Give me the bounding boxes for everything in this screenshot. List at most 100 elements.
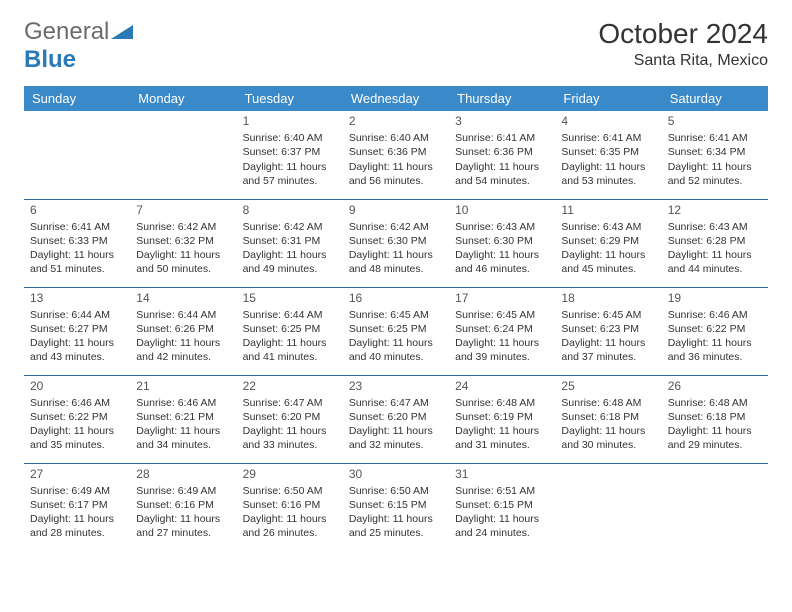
logo: General Blue (24, 18, 133, 74)
weekday-header: Sunday (24, 86, 130, 111)
day-number: 27 (30, 466, 124, 482)
day-info: Sunrise: 6:48 AMSunset: 6:19 PMDaylight:… (455, 396, 549, 453)
day-number: 25 (561, 378, 655, 394)
day-info: Sunrise: 6:47 AMSunset: 6:20 PMDaylight:… (349, 396, 443, 453)
calendar-day-cell: 30 Sunrise: 6:50 AMSunset: 6:15 PMDayligh… (343, 463, 449, 551)
weekday-header: Monday (130, 86, 236, 111)
day-number: 23 (349, 378, 443, 394)
day-info: Sunrise: 6:46 AMSunset: 6:21 PMDaylight:… (136, 396, 230, 453)
day-number: 31 (455, 466, 549, 482)
day-number: 28 (136, 466, 230, 482)
day-info: Sunrise: 6:40 AMSunset: 6:37 PMDaylight:… (243, 131, 337, 188)
calendar-empty-cell (130, 111, 236, 199)
weekday-header: Friday (555, 86, 661, 111)
title-block: October 2024 Santa Rita, Mexico (598, 18, 768, 70)
day-number: 17 (455, 290, 549, 306)
calendar-table: SundayMondayTuesdayWednesdayThursdayFrid… (24, 86, 768, 551)
calendar-day-cell: 6 Sunrise: 6:41 AMSunset: 6:33 PMDaylight… (24, 199, 130, 287)
day-info: Sunrise: 6:50 AMSunset: 6:15 PMDaylight:… (349, 484, 443, 541)
day-info: Sunrise: 6:49 AMSunset: 6:16 PMDaylight:… (136, 484, 230, 541)
logo-text-blue: Blue (24, 46, 76, 73)
calendar-day-cell: 9 Sunrise: 6:42 AMSunset: 6:30 PMDaylight… (343, 199, 449, 287)
calendar-day-cell: 7Sunrise: 6:42 AMSunset: 6:32 PMDaylight… (130, 199, 236, 287)
day-info: Sunrise: 6:43 AMSunset: 6:29 PMDaylight:… (561, 220, 655, 277)
day-number: 12 (668, 202, 762, 218)
calendar-day-cell: 11 Sunrise: 6:43 AMSunset: 6:29 PMDayligh… (555, 199, 661, 287)
day-number: 20 (30, 378, 124, 394)
day-info: Sunrise: 6:45 AMSunset: 6:24 PMDaylight:… (455, 308, 549, 365)
day-number: 4 (561, 113, 655, 129)
day-number: 1 (243, 113, 337, 129)
day-number: 22 (243, 378, 337, 394)
calendar-week-row: 1 Sunrise: 6:40 AMSunset: 6:37 PMDaylight… (24, 111, 768, 199)
day-info: Sunrise: 6:45 AMSunset: 6:25 PMDaylight:… (349, 308, 443, 365)
calendar-day-cell: 20Sunrise: 6:46 AMSunset: 6:22 PMDayligh… (24, 375, 130, 463)
calendar-day-cell: 18 Sunrise: 6:45 AMSunset: 6:23 PMDayligh… (555, 287, 661, 375)
weekday-header: Wednesday (343, 86, 449, 111)
day-number: 26 (668, 378, 762, 394)
calendar-day-cell: 3 Sunrise: 6:41 AMSunset: 6:36 PMDaylight… (449, 111, 555, 199)
day-info: Sunrise: 6:40 AMSunset: 6:36 PMDaylight:… (349, 131, 443, 188)
calendar-day-cell: 13 Sunrise: 6:44 AMSunset: 6:27 PMDayligh… (24, 287, 130, 375)
day-number: 15 (243, 290, 337, 306)
calendar-day-cell: 5Sunrise: 6:41 AMSunset: 6:34 PMDaylight… (662, 111, 768, 199)
day-info: Sunrise: 6:41 AMSunset: 6:33 PMDaylight:… (30, 220, 124, 277)
calendar-day-cell: 29 Sunrise: 6:50 AMSunset: 6:16 PMDayligh… (237, 463, 343, 551)
calendar-day-cell: 2 Sunrise: 6:40 AMSunset: 6:36 PMDaylight… (343, 111, 449, 199)
calendar-day-cell: 16 Sunrise: 6:45 AMSunset: 6:25 PMDayligh… (343, 287, 449, 375)
month-title: October 2024 (598, 18, 768, 50)
calendar-day-cell: 19Sunrise: 6:46 AMSunset: 6:22 PMDayligh… (662, 287, 768, 375)
calendar-day-cell: 31Sunrise: 6:51 AMSunset: 6:15 PMDayligh… (449, 463, 555, 551)
day-number: 19 (668, 290, 762, 306)
day-info: Sunrise: 6:42 AMSunset: 6:30 PMDaylight:… (349, 220, 443, 277)
day-info: Sunrise: 6:45 AMSunset: 6:23 PMDaylight:… (561, 308, 655, 365)
day-number: 8 (243, 202, 337, 218)
day-info: Sunrise: 6:43 AMSunset: 6:30 PMDaylight:… (455, 220, 549, 277)
day-info: Sunrise: 6:48 AMSunset: 6:18 PMDaylight:… (561, 396, 655, 453)
day-info: Sunrise: 6:49 AMSunset: 6:17 PMDaylight:… (30, 484, 124, 541)
weekday-header: Tuesday (237, 86, 343, 111)
day-info: Sunrise: 6:41 AMSunset: 6:35 PMDaylight:… (561, 131, 655, 188)
weekday-header: Thursday (449, 86, 555, 111)
calendar-day-cell: 4 Sunrise: 6:41 AMSunset: 6:35 PMDaylight… (555, 111, 661, 199)
day-info: Sunrise: 6:50 AMSunset: 6:16 PMDaylight:… (243, 484, 337, 541)
day-number: 18 (561, 290, 655, 306)
day-number: 3 (455, 113, 549, 129)
day-number: 16 (349, 290, 443, 306)
calendar-day-cell: 17 Sunrise: 6:45 AMSunset: 6:24 PMDayligh… (449, 287, 555, 375)
day-number: 9 (349, 202, 443, 218)
day-number: 13 (30, 290, 124, 306)
calendar-day-cell: 24 Sunrise: 6:48 AMSunset: 6:19 PMDayligh… (449, 375, 555, 463)
calendar-day-cell: 10 Sunrise: 6:43 AMSunset: 6:30 PMDayligh… (449, 199, 555, 287)
calendar-week-row: 6 Sunrise: 6:41 AMSunset: 6:33 PMDaylight… (24, 199, 768, 287)
day-number: 10 (455, 202, 549, 218)
calendar-empty-cell (555, 463, 661, 551)
weekday-header: Saturday (662, 86, 768, 111)
calendar-day-cell: 12 Sunrise: 6:43 AMSunset: 6:28 PMDayligh… (662, 199, 768, 287)
day-number: 29 (243, 466, 337, 482)
day-number: 2 (349, 113, 443, 129)
day-number: 6 (30, 202, 124, 218)
day-info: Sunrise: 6:43 AMSunset: 6:28 PMDaylight:… (668, 220, 762, 277)
logo-triangle-icon (111, 18, 133, 46)
day-number: 11 (561, 202, 655, 218)
calendar-day-cell: 27 Sunrise: 6:49 AMSunset: 6:17 PMDayligh… (24, 463, 130, 551)
calendar-day-cell: 21Sunrise: 6:46 AMSunset: 6:21 PMDayligh… (130, 375, 236, 463)
calendar-week-row: 20Sunrise: 6:46 AMSunset: 6:22 PMDayligh… (24, 375, 768, 463)
location-label: Santa Rita, Mexico (598, 52, 768, 70)
day-info: Sunrise: 6:42 AMSunset: 6:32 PMDaylight:… (136, 220, 230, 277)
day-number: 30 (349, 466, 443, 482)
calendar-empty-cell (662, 463, 768, 551)
day-info: Sunrise: 6:47 AMSunset: 6:20 PMDaylight:… (243, 396, 337, 453)
calendar-body: 1 Sunrise: 6:40 AMSunset: 6:37 PMDaylight… (24, 111, 768, 551)
day-number: 24 (455, 378, 549, 394)
day-number: 14 (136, 290, 230, 306)
calendar-day-cell: 23 Sunrise: 6:47 AMSunset: 6:20 PMDayligh… (343, 375, 449, 463)
calendar-week-row: 13 Sunrise: 6:44 AMSunset: 6:27 PMDayligh… (24, 287, 768, 375)
calendar-day-cell: 26Sunrise: 6:48 AMSunset: 6:18 PMDayligh… (662, 375, 768, 463)
calendar-day-cell: 8Sunrise: 6:42 AMSunset: 6:31 PMDaylight… (237, 199, 343, 287)
calendar-day-cell: 25 Sunrise: 6:48 AMSunset: 6:18 PMDayligh… (555, 375, 661, 463)
calendar-day-cell: 22 Sunrise: 6:47 AMSunset: 6:20 PMDayligh… (237, 375, 343, 463)
day-info: Sunrise: 6:44 AMSunset: 6:27 PMDaylight:… (30, 308, 124, 365)
day-info: Sunrise: 6:41 AMSunset: 6:36 PMDaylight:… (455, 131, 549, 188)
